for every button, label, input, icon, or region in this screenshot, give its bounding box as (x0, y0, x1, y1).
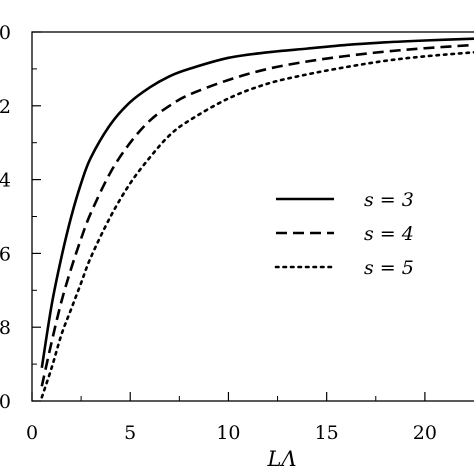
x-tick-label: 5 (124, 422, 136, 444)
x-axis-label: LΛ (266, 447, 296, 471)
y-tick-label: 0 (0, 22, 11, 44)
x-tick-label: 0 (26, 422, 38, 444)
axis-ticks (31, 31, 426, 402)
y-tick-label: 2 (0, 96, 11, 118)
tick-labels: 0 5 10 15 20 0 2 4 6 8 0 (0, 22, 437, 444)
y-tick-label: 0 (0, 391, 11, 413)
series-line-3 (40, 51, 474, 399)
x-tick-label: 15 (315, 422, 339, 444)
y-tick-label: 8 (0, 317, 11, 339)
legend-label-2: s = 4 (364, 223, 414, 245)
y-tick-label: 6 (0, 243, 11, 265)
series-line-1 (40, 37, 474, 368)
y-tick-label: 4 (0, 170, 11, 192)
series-line-2 (40, 43, 474, 387)
legend: s = 3 s = 4 s = 5 (274, 189, 414, 279)
legend-label-3: s = 5 (364, 257, 414, 279)
x-tick-label: 20 (413, 422, 437, 444)
series-lines (40, 37, 474, 399)
legend-label-1: s = 3 (364, 189, 414, 211)
x-tick-label: 10 (216, 422, 240, 444)
